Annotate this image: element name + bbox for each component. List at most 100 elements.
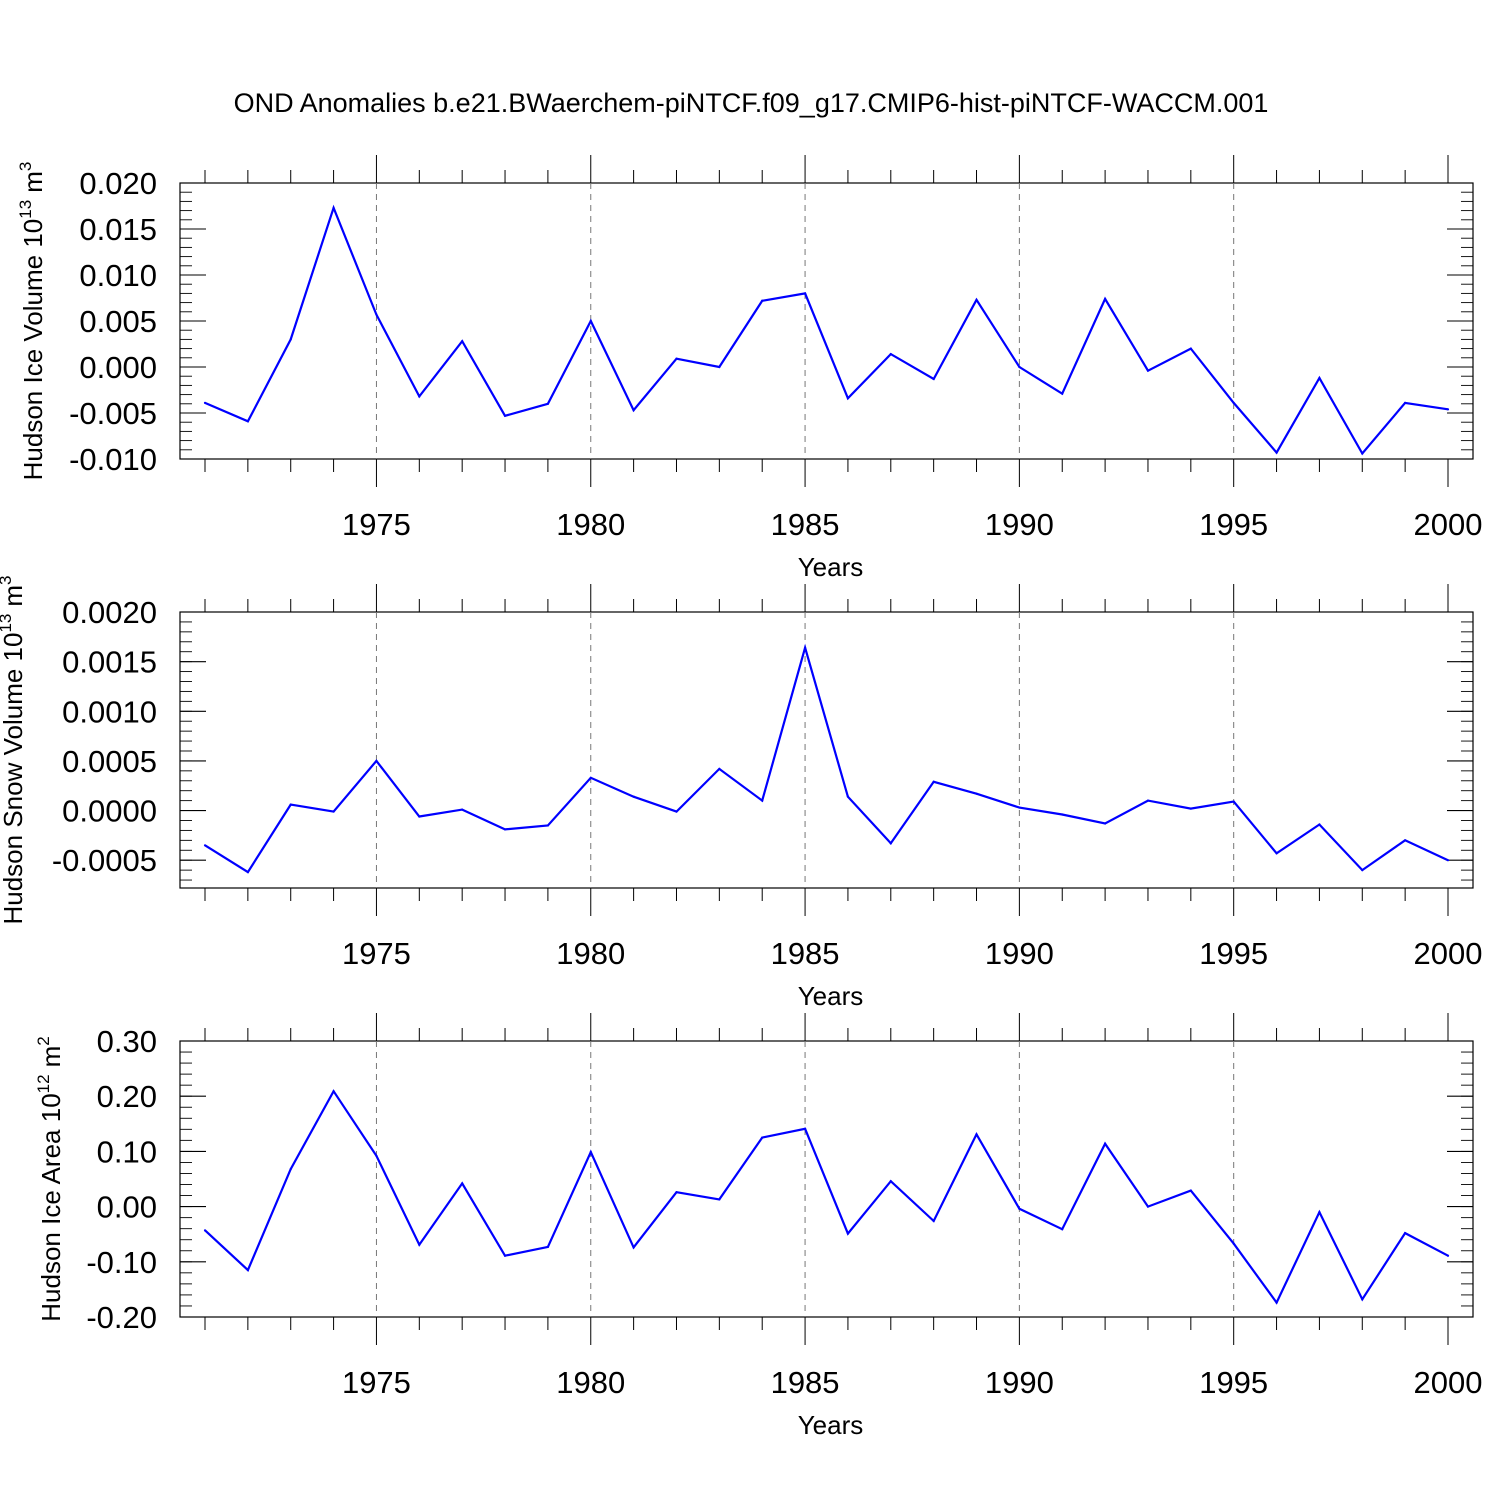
y-axis-title-unit-exponent: 2: [34, 1036, 53, 1045]
data-point: [932, 780, 935, 783]
x-tick-label: 1980: [556, 1365, 625, 1400]
data-point: [1361, 452, 1364, 455]
data-point: [246, 1268, 249, 1272]
y-tick-label: -0.20: [86, 1300, 157, 1335]
x-tick-label: 1995: [1199, 507, 1268, 542]
x-tick-label: 1995: [1199, 1365, 1268, 1400]
x-axis-title: Years: [798, 981, 864, 1011]
data-point: [975, 298, 978, 301]
data-point: [1018, 806, 1021, 809]
series-line: [204, 204, 1449, 456]
y-axis-title-unit-exponent: 3: [0, 575, 15, 584]
y-axis-title-exponent: 12: [34, 1074, 53, 1093]
y-tick-label: 0.0010: [62, 694, 157, 729]
y-tick-label: 0.000: [79, 350, 157, 385]
data-point: [1189, 347, 1192, 350]
y-tick-label: 0.00: [97, 1190, 157, 1225]
data-point: [846, 1232, 850, 1235]
data-point: [203, 844, 207, 847]
x-tick-label: 2000: [1414, 936, 1483, 971]
data-point: [461, 808, 464, 811]
data-point: [718, 1198, 721, 1201]
y-axis-title-exponent: 13: [16, 200, 35, 219]
data-point: [246, 871, 249, 874]
chart-panel-2: 1975 1980 1985 1990 1995 2000 -0.0005 0.0000 0.0…: [0, 575, 1482, 1011]
data-point: [332, 206, 335, 209]
data-point: [503, 828, 507, 831]
data-point: [589, 1150, 592, 1154]
plot-frame: [179, 611, 1474, 889]
data-point: [1232, 800, 1235, 803]
data-point: [761, 1136, 764, 1139]
y-tick-label: 0.0015: [62, 645, 157, 680]
data-point: [289, 803, 292, 806]
data-point: [1146, 369, 1150, 372]
y-tick-label: -0.0005: [52, 843, 157, 878]
data-point: [503, 414, 507, 417]
panels: 1975 1980 1985 1990 1995 2000 -0.010 -0.005 0.00…: [0, 155, 1482, 1440]
y-tick-label: 0.005: [79, 304, 157, 339]
data-point: [632, 409, 635, 412]
y-tick-label: 0.10: [97, 1134, 157, 1169]
data-point: [418, 395, 421, 398]
data-point: [1318, 1211, 1321, 1214]
data-point: [1404, 401, 1407, 404]
data-point: [675, 1191, 678, 1194]
data-point: [675, 357, 678, 360]
data-point: [375, 1154, 378, 1157]
data-point: [418, 815, 421, 818]
data-point: [1446, 1254, 1450, 1257]
y-tick-label: 0.010: [79, 258, 157, 293]
x-tick-label: 1990: [985, 507, 1054, 542]
data-point: [1275, 451, 1278, 454]
data-point: [289, 338, 292, 341]
y-axis-title-unit-exponent: 3: [16, 162, 35, 171]
data-point: [546, 824, 549, 827]
data-point: [246, 420, 249, 423]
data-point: [718, 767, 721, 770]
data-point: [1104, 1142, 1107, 1145]
data-point: [1189, 807, 1192, 810]
x-tick-label: 1975: [342, 1365, 411, 1400]
figure-title: OND Anomalies b.e21.BWaerchem-piNTCF.f09…: [234, 88, 1269, 118]
data-point: [1018, 1207, 1021, 1210]
data-point: [632, 795, 635, 798]
data-point: [546, 1245, 549, 1248]
x-tick-label: 1985: [771, 936, 840, 971]
data-point: [1361, 869, 1364, 872]
data-point: [546, 402, 549, 405]
data-point: [1061, 392, 1064, 395]
data-point: [632, 1246, 635, 1249]
data-point: [675, 810, 678, 813]
plot-frame: [179, 182, 1474, 460]
data-point: [889, 353, 892, 356]
x-tick-label: 1980: [556, 507, 625, 542]
data-point: [203, 401, 207, 404]
y-axis-title: Hudson Ice Volume 1013 m3: [16, 162, 48, 481]
y-tick-label: 0.0000: [62, 794, 157, 829]
data-point: [889, 1180, 892, 1183]
x-axis-title: Years: [798, 552, 864, 582]
data-point: [718, 365, 721, 369]
data-point: [803, 292, 807, 295]
data-point: [461, 1182, 464, 1185]
data-point: [203, 1229, 207, 1232]
series-line: [204, 643, 1449, 874]
data-point: [332, 810, 335, 813]
x-tick-label: 1975: [342, 936, 411, 971]
data-point: [1104, 822, 1107, 825]
data-point: [975, 792, 978, 795]
x-tick-label: 1990: [985, 1365, 1054, 1400]
data-point: [589, 776, 592, 779]
data-point: [1232, 401, 1235, 404]
y-axis-title-text: Hudson Ice Volume 10: [18, 219, 48, 481]
y-tick-label: 0.020: [79, 166, 157, 201]
data-point: [1232, 1242, 1235, 1245]
data-point: [1318, 376, 1321, 380]
x-tick-label: 2000: [1414, 1365, 1483, 1400]
data-point: [1275, 852, 1278, 855]
data-point: [1189, 1189, 1192, 1192]
data-point: [1146, 1205, 1150, 1208]
data-point: [1361, 1298, 1364, 1301]
